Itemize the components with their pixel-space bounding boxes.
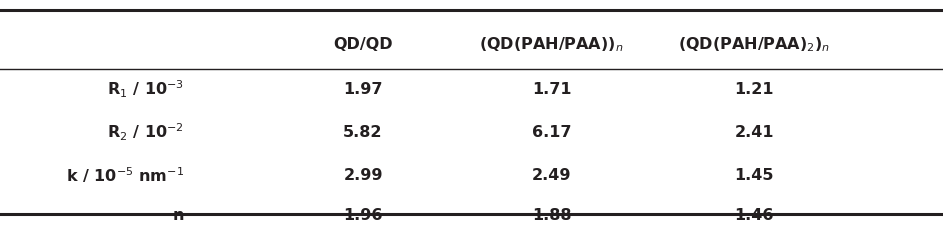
Text: 2.49: 2.49 bbox=[532, 168, 571, 182]
Text: 1.71: 1.71 bbox=[532, 82, 571, 97]
Text: 2.99: 2.99 bbox=[343, 168, 383, 182]
Text: 6.17: 6.17 bbox=[532, 125, 571, 140]
Text: 2.41: 2.41 bbox=[735, 125, 774, 140]
Text: 5.82: 5.82 bbox=[343, 125, 383, 140]
Text: k / 10$^{-5}$ nm$^{-1}$: k / 10$^{-5}$ nm$^{-1}$ bbox=[66, 165, 184, 185]
Text: 1.45: 1.45 bbox=[735, 168, 774, 182]
Text: QD/QD: QD/QD bbox=[333, 37, 393, 52]
Text: R$_2$ / 10$^{-2}$: R$_2$ / 10$^{-2}$ bbox=[108, 122, 184, 143]
Text: 1.21: 1.21 bbox=[735, 82, 774, 97]
Text: 1.46: 1.46 bbox=[735, 208, 774, 223]
Text: 1.96: 1.96 bbox=[343, 208, 383, 223]
Text: (QD(PAH/PAA))$_n$: (QD(PAH/PAA))$_n$ bbox=[479, 36, 624, 54]
Text: R$_1$ / 10$^{-3}$: R$_1$ / 10$^{-3}$ bbox=[107, 79, 184, 101]
Text: 1.88: 1.88 bbox=[532, 208, 571, 223]
Text: n: n bbox=[173, 208, 184, 223]
Text: 1.97: 1.97 bbox=[343, 82, 383, 97]
Text: (QD(PAH/PAA)$_2$)$_n$: (QD(PAH/PAA)$_2$)$_n$ bbox=[678, 36, 831, 54]
